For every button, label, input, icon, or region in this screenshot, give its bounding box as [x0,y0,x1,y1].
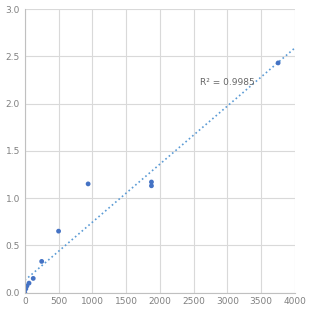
Point [24,284,29,289]
Point [31,276,36,281]
Text: R² = 0.9985: R² = 0.9985 [200,78,255,86]
Point [27,280,32,285]
Point [149,183,154,188]
Point [85,181,90,186]
Point [56,229,61,234]
Point [275,61,280,66]
Point [23,286,28,291]
Point [39,259,44,264]
Point [149,179,154,184]
Point [22,290,27,295]
